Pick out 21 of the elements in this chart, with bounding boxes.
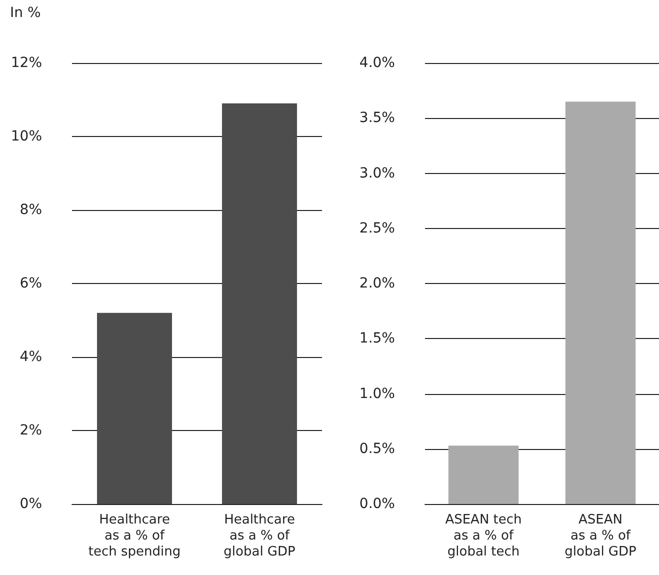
y-tick-label: 2.0% <box>359 276 395 292</box>
x-tick-label: Healthcare as a % of tech spending <box>88 512 181 560</box>
y-tick-label: 4% <box>20 349 42 365</box>
x-tick-label: Healthcare as a % of global GDP <box>224 512 296 560</box>
y-axis-title: In % <box>10 5 41 21</box>
x-tick-label: ASEAN as a % of global GDP <box>564 512 637 560</box>
y-tick-label: 10% <box>10 128 42 144</box>
y-tick-label: 0.5% <box>359 440 395 457</box>
y-tick-label: 2.5% <box>359 220 395 236</box>
x-tick-label: ASEAN tech as a % of global tech <box>445 512 522 560</box>
y-tick-label: 3.5% <box>359 110 395 126</box>
y-tick-label: 6% <box>20 276 42 292</box>
y-tick-label: 12% <box>10 55 42 71</box>
y-tick-label: 1.0% <box>359 386 395 402</box>
y-tick-label: 0% <box>20 496 42 512</box>
y-tick-label: 8% <box>20 202 42 218</box>
y-tick-label: 1.5% <box>359 330 395 347</box>
y-tick-label: 2% <box>20 422 42 438</box>
y-tick-label: 4.0% <box>359 55 395 71</box>
y-tick-label: 3.0% <box>359 165 395 182</box>
y-tick-label: 0.0% <box>359 496 395 512</box>
